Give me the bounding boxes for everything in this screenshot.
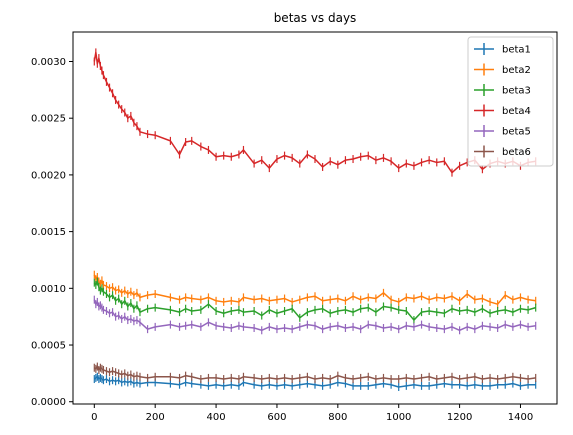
- series-line-beta3: [93, 280, 536, 321]
- legend-label: beta2: [502, 65, 531, 76]
- x-tick-label: 1200: [447, 412, 472, 423]
- legend-item-beta1: beta1: [474, 43, 531, 56]
- series-beta3: [93, 277, 537, 325]
- y-tick-label: 0.0020: [31, 170, 66, 181]
- legend-label: beta5: [502, 127, 531, 138]
- legend-item-beta6: beta6: [474, 145, 531, 158]
- y-tick-label: 0.0000: [31, 397, 66, 408]
- legend-label: beta3: [502, 86, 531, 97]
- x-tick-label: 400: [207, 412, 226, 423]
- legend-item-beta5: beta5: [474, 125, 531, 138]
- series-line-beta6: [93, 365, 536, 380]
- y-axis: 0.0000 0.0005 0.0010 0.0015 0.0020 0.0025 0.00…: [31, 57, 73, 408]
- x-tick-label: 1000: [386, 412, 411, 423]
- legend-item-beta2: beta2: [474, 63, 531, 76]
- legend-label: beta6: [502, 147, 531, 158]
- y-tick-label: 0.0005: [31, 341, 66, 352]
- legend-item-beta3: beta3: [474, 84, 531, 97]
- axes-frame: [72, 31, 558, 405]
- series-line-beta2: [93, 274, 536, 305]
- chart-title: betas vs days: [274, 11, 357, 25]
- x-axis: 0 200 400 600 800 1000 1200 1400: [91, 404, 533, 423]
- series-line-beta5: [93, 299, 536, 332]
- x-tick-label: 200: [146, 412, 165, 423]
- series-line-beta4: [93, 51, 536, 174]
- y-tick-label: 0.0010: [31, 284, 66, 295]
- legend: beta1 beta2 beta3 beta4 beta5 beta6: [467, 36, 554, 167]
- legend-item-beta4: beta4: [474, 104, 531, 117]
- series-beta5: [93, 295, 537, 335]
- y-tick-label: 0.0030: [31, 57, 66, 68]
- legend-label: beta1: [502, 45, 531, 56]
- x-tick-label: 1400: [508, 412, 533, 423]
- y-tick-label: 0.0025: [31, 114, 66, 125]
- series-line-beta1: [93, 376, 536, 388]
- series-beta2: [93, 270, 537, 309]
- x-tick-label: 600: [267, 412, 286, 423]
- x-tick-label: 0: [91, 412, 97, 423]
- y-tick-label: 0.0015: [31, 227, 66, 238]
- legend-label: beta4: [502, 106, 531, 117]
- series-beta6: [93, 362, 537, 384]
- x-tick-label: 800: [328, 412, 347, 423]
